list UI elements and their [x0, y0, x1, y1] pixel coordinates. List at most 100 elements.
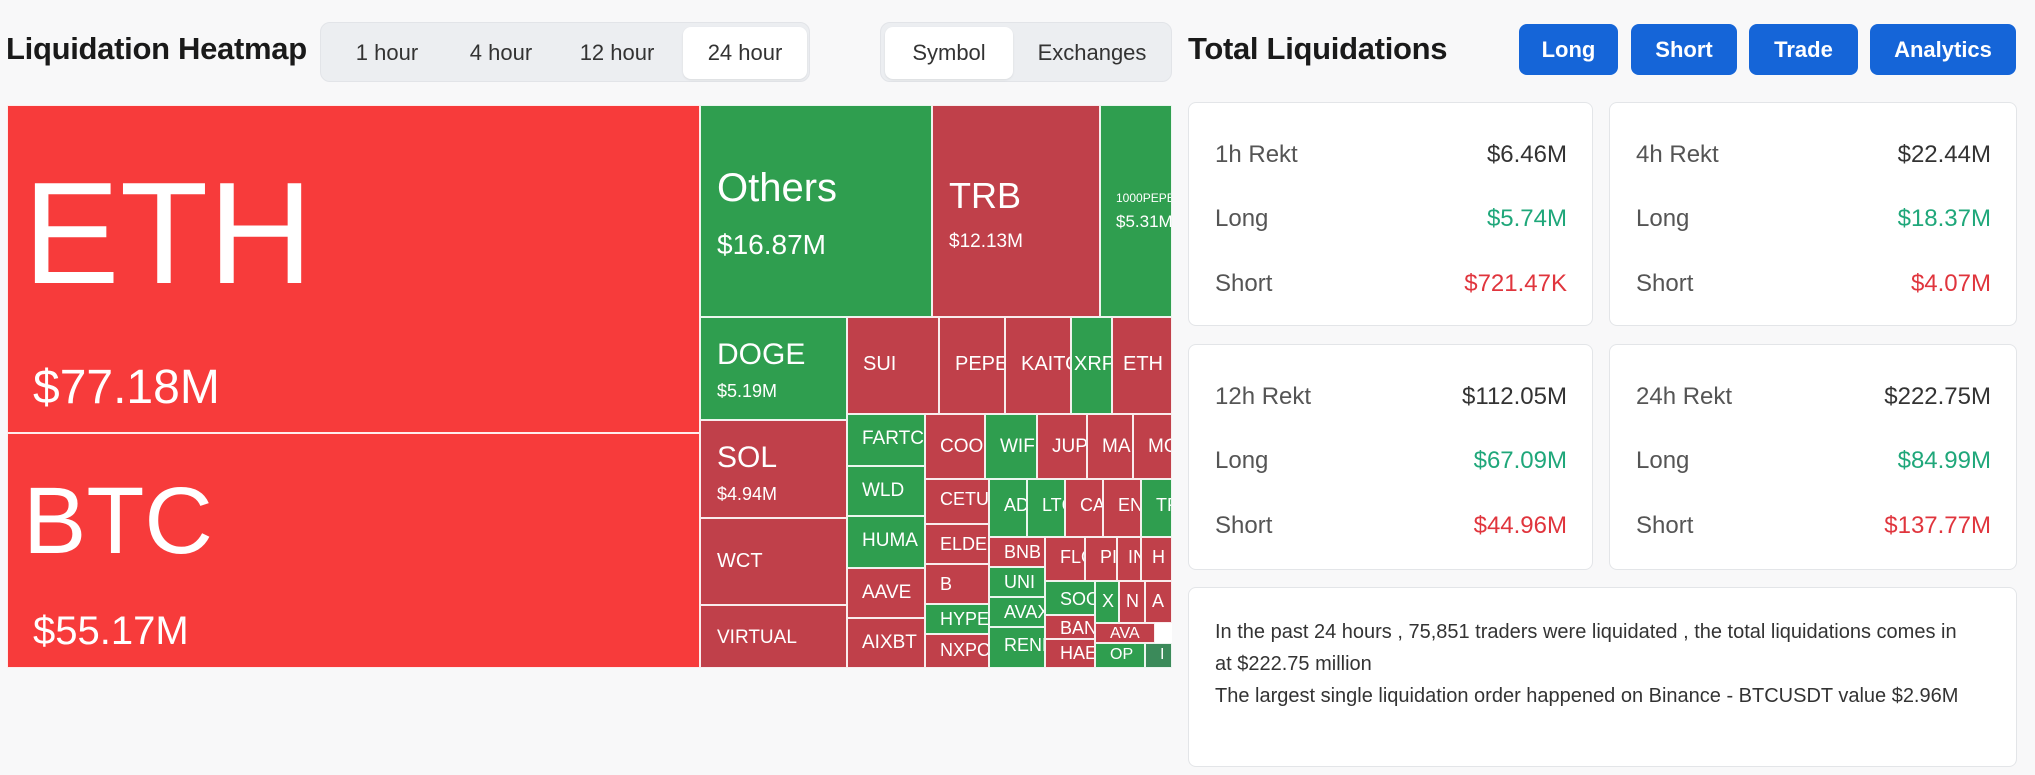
tile-symbol: ELDE — [940, 534, 988, 554]
tile-value: $16.87M — [717, 229, 826, 260]
analytics-button[interactable]: Analytics — [1870, 24, 2016, 75]
heatmap-tile-n[interactable]: N — [1119, 581, 1145, 623]
heatmap-tile-a[interactable]: A — [1145, 581, 1172, 623]
tile-symbol: MANTA — [1102, 436, 1132, 457]
heatmap-tile-1000pepe[interactable]: 1000PEPE $5.31M — [1100, 105, 1172, 317]
heatmap-tile-in[interactable]: IN — [1117, 537, 1141, 581]
tile-symbol: UNI — [1004, 572, 1035, 592]
short-value: $44.96M — [1473, 512, 1567, 539]
tab-exchanges[interactable]: Exchanges — [1037, 40, 1147, 65]
long-label: Long — [1215, 205, 1269, 232]
heatmap-tile-wld[interactable]: WLD — [847, 466, 925, 516]
tile-symbol: 1000PEPE — [1116, 191, 1172, 205]
tile-value: $55.17M — [33, 609, 189, 653]
tile-symbol: JUP — [1052, 436, 1087, 457]
long-value: $5.74M — [1486, 205, 1567, 232]
heatmap-tile-sol[interactable]: SOL $4.94M — [700, 420, 847, 518]
tab-1-hour[interactable]: 1 hour — [355, 40, 419, 65]
heatmap-tile-trb[interactable]: TRB $12.13M — [932, 105, 1100, 317]
tile-symbol: ETH — [1123, 353, 1163, 375]
heatmap-tile-wct[interactable]: WCT — [700, 518, 847, 605]
heatmap-tile-doge[interactable]: DOGE $5.19M — [700, 317, 847, 420]
tile-symbol: VIRTUAL — [717, 627, 797, 648]
stat-label: 4h Rekt — [1636, 141, 1719, 168]
tile-symbol: AVA — [1110, 625, 1140, 642]
tab-4-hour[interactable]: 4 hour — [469, 40, 533, 65]
short-value: $4.07M — [1910, 270, 1991, 297]
tile-symbol: OP — [1110, 646, 1134, 663]
tile-symbol: XRP — [1074, 353, 1112, 375]
heatmap-tile-others[interactable]: Others $16.87M — [700, 105, 932, 317]
tile-symbol: CAKE — [1080, 495, 1103, 515]
heatmap-tile-jup[interactable]: JUP — [1037, 414, 1087, 479]
heatmap-tile-bnb[interactable]: BNB — [989, 537, 1045, 567]
heatmap-tile-nxpc[interactable]: NXPC — [925, 634, 989, 668]
tile-symbol: FARTCOIN — [862, 428, 924, 449]
tile-symbol: A — [1152, 591, 1165, 611]
heatmap-tile-op[interactable]: OP — [1095, 643, 1145, 668]
short-label: Short — [1636, 270, 1694, 297]
heatmap-tile-avax[interactable]: AVAX — [989, 597, 1045, 627]
heatmap-tile-move[interactable]: MOVE — [1133, 414, 1172, 479]
page-title: Liquidation Heatmap — [6, 31, 307, 66]
heatmap-tile-cake[interactable]: CAKE — [1065, 479, 1103, 537]
heatmap-tile-hype[interactable]: HYPE — [925, 604, 989, 634]
stat-total: $22.44M — [1897, 141, 1991, 168]
tile-symbol: TRB — [949, 175, 1021, 216]
heatmap-tile-h[interactable]: H — [1141, 537, 1172, 581]
heatmap-tile-ltc[interactable]: LTC — [1027, 479, 1065, 537]
heatmap-tile-soon[interactable]: SOON — [1045, 581, 1095, 615]
heatmap-tile-uni[interactable]: UNI — [989, 567, 1045, 597]
heatmap-tile-render[interactable]: RENDER — [989, 627, 1045, 668]
heatmap-tile-pi[interactable]: PI — [1085, 537, 1117, 581]
heatmap-tile-cookie[interactable]: COOKIE — [925, 414, 985, 479]
heatmap-tile-eth[interactable]: ETH — [1112, 317, 1172, 414]
heatmap-tile-trx[interactable]: TRX — [1141, 479, 1172, 537]
heatmap-tile-floki[interactable]: FLOKI — [1045, 537, 1085, 581]
heatmap-tile-huma[interactable]: HUMA — [847, 516, 925, 568]
heatmap-tile-ban[interactable]: BAN — [1045, 615, 1095, 639]
heatmap-tile-b[interactable]: B — [925, 564, 989, 604]
long-label: Long — [1636, 205, 1690, 232]
tab-24-hour[interactable]: 24 hour — [683, 27, 807, 79]
heatmap-tile-eth[interactable]: ETH $77.18M — [7, 105, 700, 433]
long-button[interactable]: Long — [1519, 24, 1618, 75]
heatmap-tile-ava[interactable]: AVA — [1095, 623, 1155, 643]
tab-symbol[interactable]: Symbol — [885, 27, 1013, 79]
heatmap-tile-fartcoin[interactable]: FARTCOIN — [847, 414, 925, 466]
heatmap-tile-manta[interactable]: MANTA — [1087, 414, 1133, 479]
heatmap-tile-ena[interactable]: ENA — [1103, 479, 1141, 537]
tile-symbol: SOL — [717, 441, 778, 474]
short-value: $721.47K — [1464, 270, 1567, 297]
heatmap-tile-elde[interactable]: ELDE — [925, 524, 989, 564]
heatmap-tile-virtual[interactable]: VIRTUAL — [700, 605, 847, 668]
heatmap-tile-cetus[interactable]: CETUS — [925, 479, 989, 524]
tile-symbol: AAVE — [862, 582, 912, 603]
stat-total: $222.75M — [1884, 383, 1991, 410]
time-range-selector: 1 hour 4 hour 12 hour 24 hour — [320, 22, 810, 82]
tile-symbol: N — [1126, 591, 1139, 611]
heatmap-tile-haedal[interactable]: HAEDAL — [1045, 639, 1095, 668]
heatmap-tile-sui[interactable]: SUI — [847, 317, 939, 414]
heatmap-tile-ada[interactable]: ADA — [989, 479, 1027, 537]
tab-12-hour[interactable]: 12 hour — [579, 40, 655, 65]
heatmap-tile-aave[interactable]: AAVE — [847, 568, 925, 618]
stat-label: 1h Rekt — [1215, 141, 1298, 168]
trade-button[interactable]: Trade — [1749, 24, 1858, 75]
heatmap-tile-aixbt[interactable]: AIXBT — [847, 618, 925, 668]
tile-symbol: ENA — [1118, 495, 1140, 515]
heatmap-tile-btc[interactable]: BTC $55.17M — [7, 433, 700, 668]
heatmap-tile-wif[interactable]: WIF — [985, 414, 1037, 479]
tile-symbol: ETH — [23, 152, 313, 314]
heatmap-tile-xrp[interactable]: XRP — [1071, 317, 1112, 414]
tile-symbol: LTC — [1042, 495, 1064, 515]
heatmap-tile-kaito[interactable]: KAITO — [1005, 317, 1071, 414]
heatmap-tile-i[interactable]: I — [1145, 643, 1172, 668]
short-button[interactable]: Short — [1631, 24, 1737, 75]
short-label: Short — [1215, 512, 1273, 539]
heatmap-tile-pepe[interactable]: PEPE — [939, 317, 1005, 414]
tile-symbol: PEPE — [955, 353, 1005, 375]
heatmap-tile-x[interactable]: X — [1095, 581, 1119, 623]
tile-symbol: DOGE — [717, 338, 806, 371]
tile-symbol: B — [940, 574, 953, 594]
